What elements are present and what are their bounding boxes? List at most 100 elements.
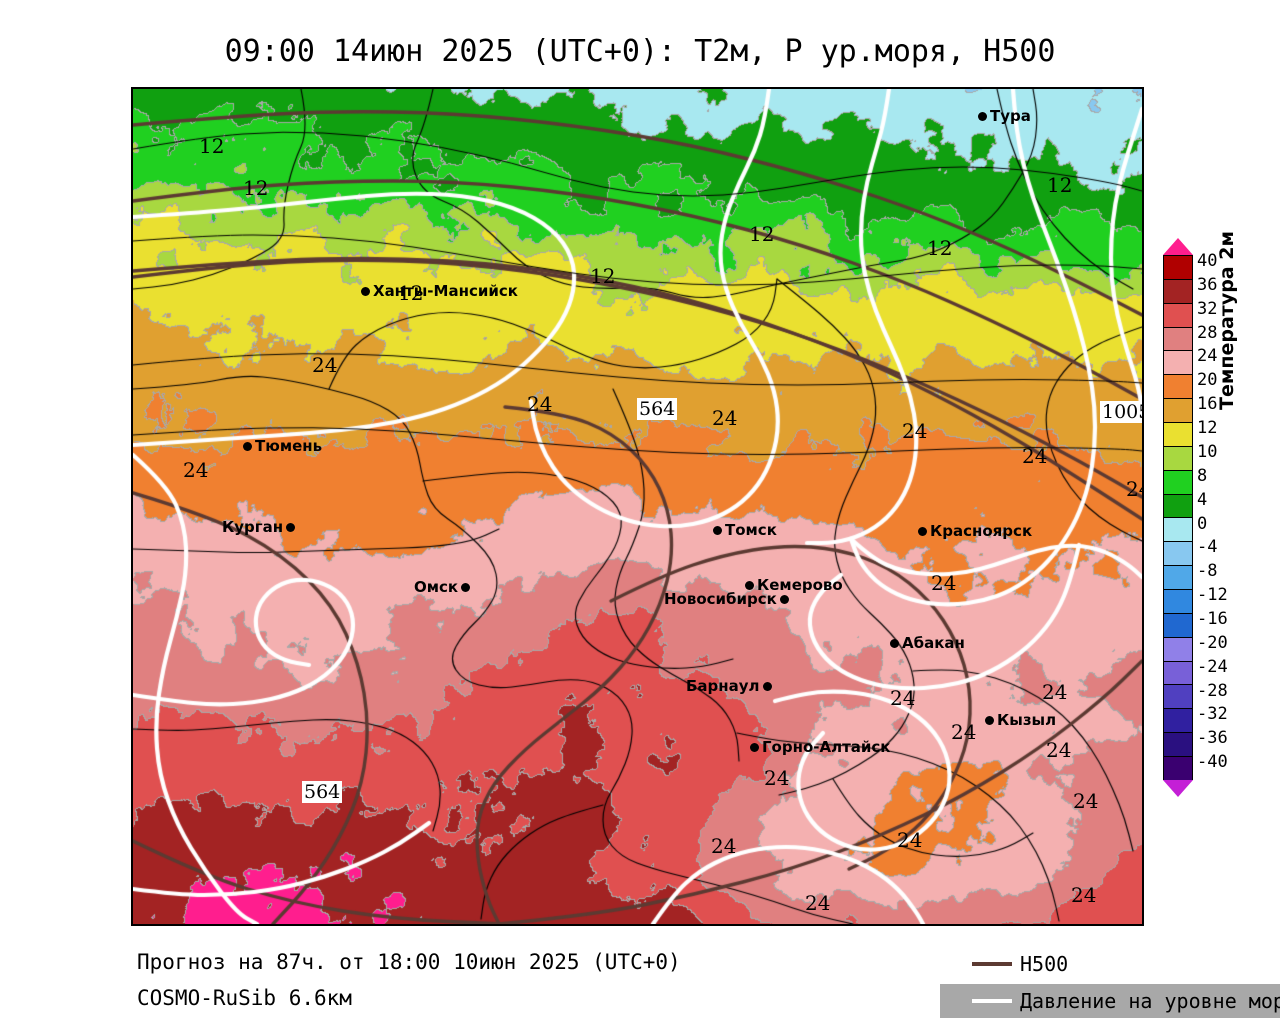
page-title: 09:00 14июн 2025 (UTC+0): T2м, P ур.моря… <box>224 34 1056 69</box>
city-dot-icon <box>762 681 772 691</box>
city-marker: Горно-Алтайск <box>750 738 891 756</box>
contour-label-temp: 24 <box>951 720 977 744</box>
colorbar-band--12 <box>1164 590 1192 614</box>
contour-label-temp: 12 <box>749 222 775 246</box>
city-marker: Абакан <box>890 634 965 652</box>
temperature-field-canvas <box>133 89 1142 924</box>
model-info: COSMO-RuSib 6.6км <box>137 986 352 1010</box>
contour-label-temp: 24 <box>1071 883 1097 907</box>
colorbar-bands <box>1163 255 1193 781</box>
contour-value-box-slp: 1005 <box>1100 401 1142 423</box>
colorbar-band-4 <box>1164 494 1192 519</box>
city-dot-icon <box>243 441 252 451</box>
colorbar-tick--32: -32 <box>1197 704 1228 725</box>
colorbar-band-28 <box>1164 327 1192 352</box>
contour-label-temp: 24 <box>1126 477 1142 501</box>
contour-label-temp: 24 <box>712 406 738 430</box>
colorbar-tick-20: 20 <box>1197 370 1218 391</box>
colorbar-band-24 <box>1164 351 1192 376</box>
legend-sea-level-pressure: Давление на уровне моря <box>940 984 1280 1018</box>
slp-line-swatch <box>972 999 1012 1003</box>
temperature-colorbar: 40 36 32 28 24 20 16 12 10 8 4 0 -4 -8 -12 -16 -20 -24 -28… <box>1163 238 1228 797</box>
weather-map: Тура Ханты-Мансийск Тюмень Курган Омск Томск К… <box>131 87 1144 926</box>
colorbar-tick-24: 24 <box>1197 346 1218 367</box>
city-dot-icon <box>918 526 927 536</box>
contour-label-temp: 24 <box>897 828 923 852</box>
colorbar-band-40 <box>1164 256 1192 280</box>
contour-label-temp: 24 <box>527 392 553 416</box>
city-dot-icon <box>461 582 471 592</box>
contour-label-temp: 24 <box>312 353 338 377</box>
contour-label-temp: 12 <box>927 236 953 260</box>
city-marker: Тюмень <box>243 437 322 455</box>
contour-value-box-h500: 564 <box>637 398 678 420</box>
contour-label-temp: 12 <box>199 134 225 158</box>
colorbar-tick-12: 12 <box>1197 418 1218 439</box>
contour-label-temp: 24 <box>931 571 957 595</box>
colorbar-tick--24: -24 <box>1197 656 1228 677</box>
city-marker: Кемерово <box>745 576 843 594</box>
colorbar-tick--40: -40 <box>1197 752 1228 773</box>
contour-label-temp: 24 <box>1073 789 1099 813</box>
city-dot-icon <box>745 580 754 590</box>
city-label: Омск <box>414 578 459 596</box>
colorbar-tick-4: 4 <box>1197 489 1208 510</box>
colorbar-tick-8: 8 <box>1197 465 1208 486</box>
colorbar-tick-0: 0 <box>1197 513 1208 534</box>
city-marker: Барнаул <box>686 677 772 695</box>
colorbar-over-arrow <box>1163 238 1193 255</box>
legend-h500-label: H500 <box>1020 952 1069 976</box>
colorbar-title: Температура 2м <box>1216 231 1238 410</box>
city-label: Курган <box>222 518 284 536</box>
colorbar-tick-32: 32 <box>1197 298 1218 319</box>
contour-label-temp: 24 <box>764 766 790 790</box>
city-dot-icon <box>750 742 759 752</box>
city-dot-icon <box>985 715 994 725</box>
colorbar-tick-10: 10 <box>1197 441 1218 462</box>
city-marker: Красноярск <box>918 522 1032 540</box>
city-label: Томск <box>725 521 777 539</box>
colorbar-band-20 <box>1164 375 1192 400</box>
city-marker: Омск <box>414 578 471 596</box>
legend-slp-label: Давление на уровне моря <box>1020 989 1280 1013</box>
colorbar-band--24 <box>1164 661 1192 686</box>
colorbar-tick-36: 36 <box>1197 274 1218 295</box>
colorbar-under-arrow <box>1163 780 1193 797</box>
contour-label-temp: 24 <box>183 458 209 482</box>
colorbar-band-8 <box>1164 470 1192 495</box>
city-label: Ханты-Мансийск <box>373 282 518 300</box>
city-marker: Тура <box>978 107 1031 125</box>
city-label: Новосибирск <box>664 590 777 608</box>
contour-label-temp: 24 <box>902 419 928 443</box>
contour-label-temp: 24 <box>805 891 831 915</box>
colorbar-tick--20: -20 <box>1197 632 1228 653</box>
city-label: Кемерово <box>757 576 843 594</box>
colorbar-tick-28: 28 <box>1197 322 1218 343</box>
colorbar-band-0 <box>1164 518 1192 543</box>
city-label: Тура <box>990 107 1031 125</box>
colorbar-tick--16: -16 <box>1197 608 1228 629</box>
city-dot-icon <box>286 522 296 532</box>
city-marker: Новосибирск <box>664 590 789 608</box>
city-label: Горно-Алтайск <box>762 738 891 756</box>
h500-line-swatch <box>972 962 1012 966</box>
contour-label-temp: 24 <box>890 686 916 710</box>
city-label: Тюмень <box>255 437 323 455</box>
colorbar-tick-16: 16 <box>1197 394 1218 415</box>
city-dot-icon <box>779 594 789 604</box>
colorbar-band-12 <box>1164 423 1192 447</box>
colorbar-tick-40: 40 <box>1197 251 1218 271</box>
contour-value-box-h500: 564 <box>302 781 343 803</box>
colorbar-band-16 <box>1164 399 1192 424</box>
colorbar-band-10 <box>1164 446 1192 471</box>
colorbar-band-32 <box>1164 303 1192 328</box>
colorbar-tick--36: -36 <box>1197 728 1228 749</box>
city-marker: Курган <box>222 518 296 536</box>
city-marker: Кызыл <box>985 711 1056 729</box>
city-marker: Ханты-Мансийск <box>361 282 518 300</box>
colorbar-band--28 <box>1164 685 1192 710</box>
contour-label-temp: 12 <box>398 281 424 305</box>
contour-label-temp: 12 <box>243 176 269 200</box>
colorbar-tick--12: -12 <box>1197 585 1228 606</box>
city-label: Барнаул <box>686 677 760 695</box>
